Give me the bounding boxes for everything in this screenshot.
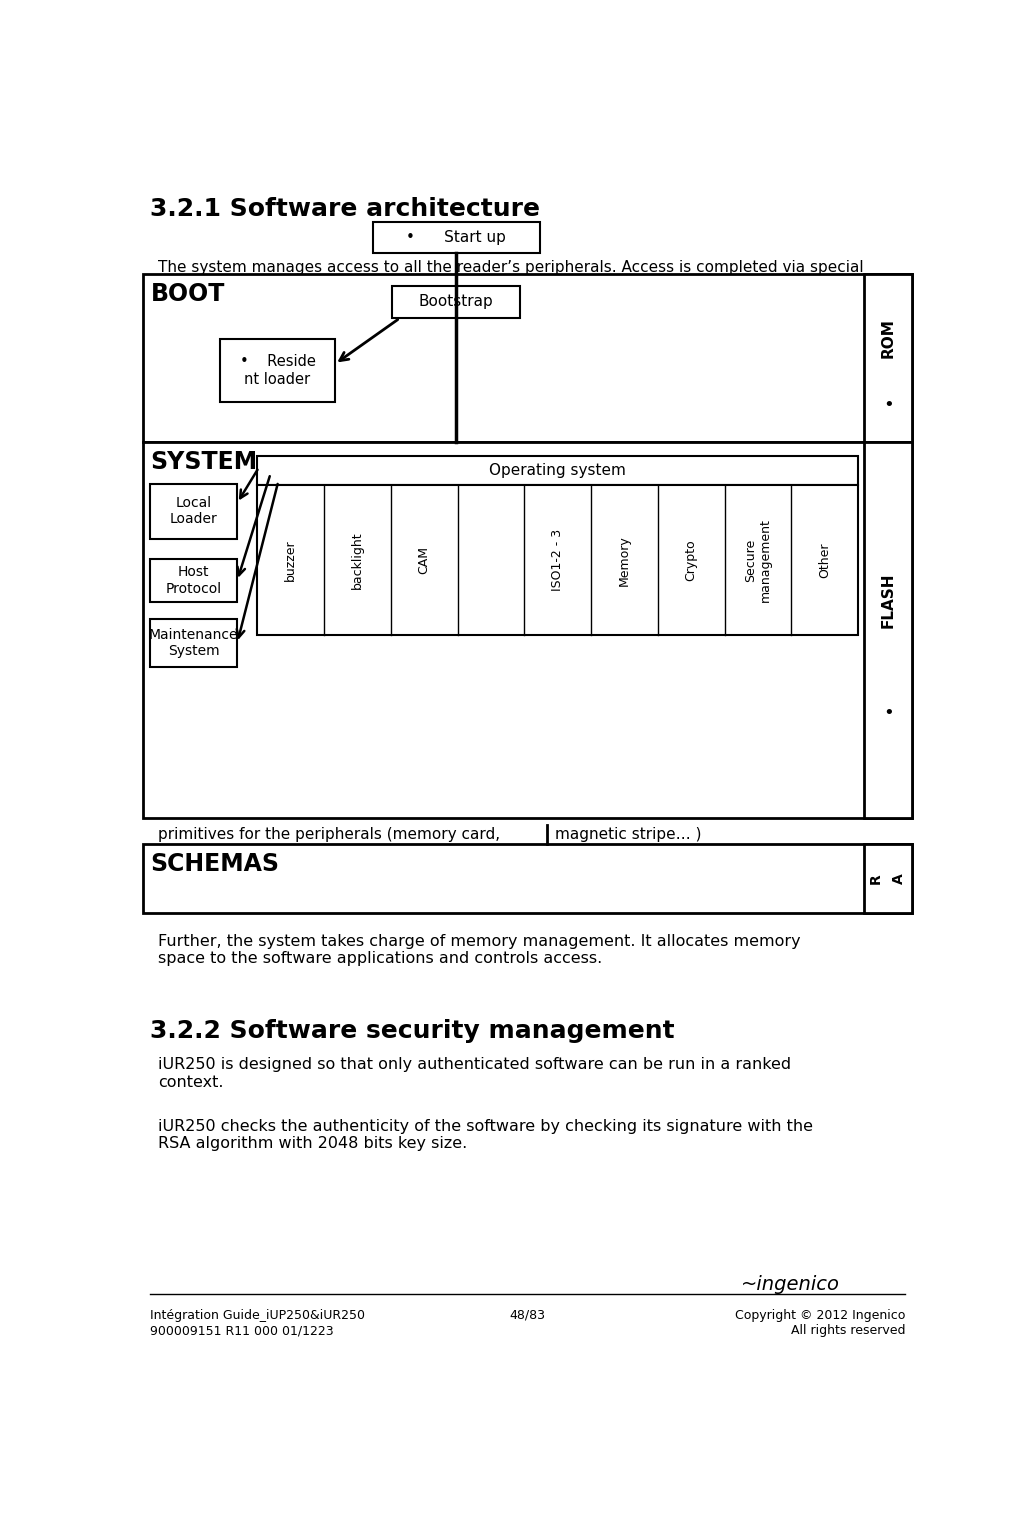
Text: SCHEMAS: SCHEMAS (150, 852, 279, 875)
Text: backlight: backlight (351, 531, 364, 589)
Bar (258, 486, 858, 635)
Text: 900009151 R11 000 01/1223: 900009151 R11 000 01/1223 (150, 1324, 334, 1338)
Text: 3.2.2 Software security management: 3.2.2 Software security management (150, 1019, 675, 1043)
Text: magnetic stripe… ): magnetic stripe… ) (555, 828, 701, 841)
Bar (392, 286, 520, 318)
Text: primitives for the peripherals (memory card,: primitives for the peripherals (memory c… (159, 828, 501, 841)
Text: Maintenance
System: Maintenance System (149, 628, 239, 658)
Text: •    Reside
nt loader: • Reside nt loader (240, 354, 315, 386)
Bar (143, 441, 913, 818)
Text: Host
Protocol: Host Protocol (166, 565, 221, 596)
Text: A: A (892, 873, 906, 884)
Text: Copyright © 2012 Ingenico: Copyright © 2012 Ingenico (735, 1309, 905, 1322)
Text: buzzer: buzzer (284, 539, 298, 580)
Text: All rights reserved: All rights reserved (791, 1324, 905, 1338)
Bar (143, 275, 913, 441)
Text: SYSTEM: SYSTEM (150, 449, 258, 473)
Text: Other: Other (818, 542, 831, 577)
Text: Crypto: Crypto (685, 539, 697, 580)
Text: Intégration Guide_iUP250&iUR250: Intégration Guide_iUP250&iUR250 (150, 1309, 366, 1322)
Bar (864, 441, 913, 818)
Text: ISO1-2 - 3: ISO1-2 - 3 (551, 528, 564, 591)
Bar (150, 618, 237, 667)
Text: •: • (883, 395, 894, 414)
Bar (258, 457, 858, 486)
Text: FLASH: FLASH (881, 573, 896, 628)
Text: ROM: ROM (881, 318, 896, 357)
Text: Further, the system takes charge of memory management. It allocates memory
space: Further, the system takes charge of memo… (159, 935, 801, 967)
Bar (150, 559, 237, 602)
Text: •: • (883, 704, 894, 721)
Text: Memory: Memory (618, 534, 631, 585)
Text: 3.2.1 Software architecture: 3.2.1 Software architecture (150, 197, 541, 221)
Text: CAM: CAM (418, 547, 431, 574)
Bar (864, 844, 913, 913)
Text: BOOT: BOOT (150, 282, 225, 305)
Text: Operating system: Operating system (489, 463, 626, 478)
Text: iUR250 checks the authenticity of the software by checking its signature with th: iUR250 checks the authenticity of the so… (159, 1119, 814, 1151)
Bar (220, 339, 335, 402)
Text: 48/83: 48/83 (510, 1309, 546, 1322)
Text: iUR250 is designed so that only authenticated software can be run in a ranked
co: iUR250 is designed so that only authenti… (159, 1057, 791, 1090)
Text: ~ingenico: ~ingenico (741, 1275, 839, 1293)
Text: Local
Loader: Local Loader (170, 496, 217, 527)
Bar (150, 484, 237, 539)
Bar (864, 275, 913, 441)
Text: R: R (869, 873, 883, 884)
Text: •      Start up: • Start up (406, 229, 506, 244)
Bar (373, 221, 540, 252)
Text: Bootstrap: Bootstrap (419, 295, 493, 310)
Text: The system manages access to all the reader’s peripherals. Access is completed v: The system manages access to all the rea… (159, 260, 864, 275)
Bar (143, 844, 913, 913)
Text: Secure
management: Secure management (744, 518, 771, 602)
